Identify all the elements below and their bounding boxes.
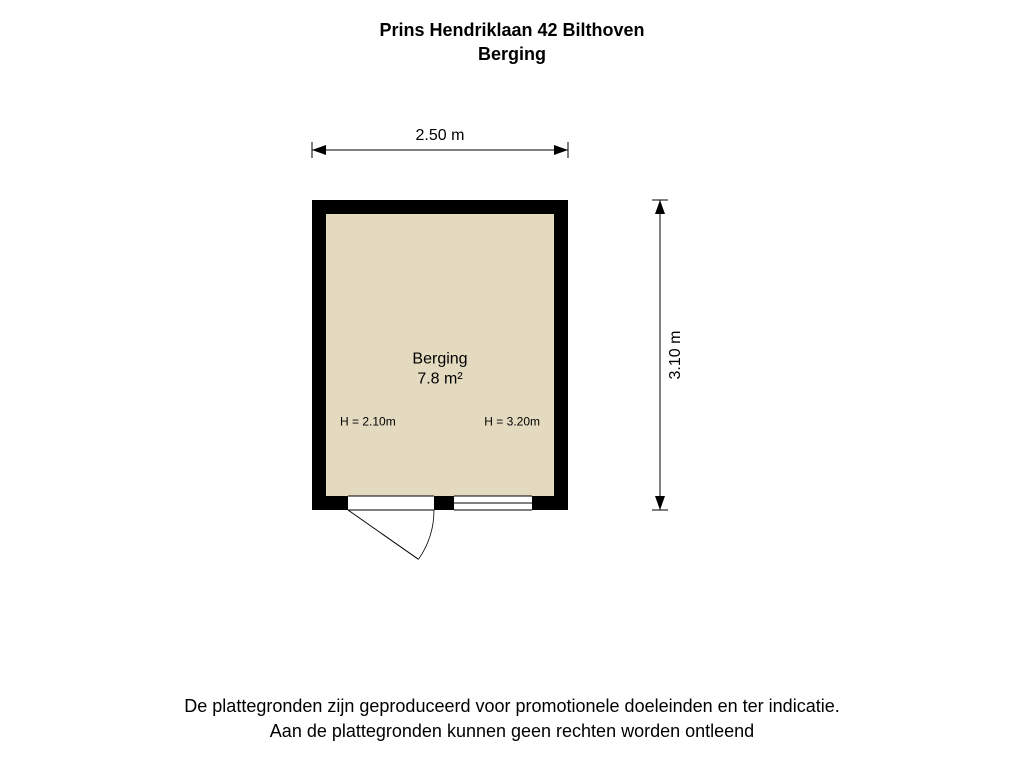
- height-left: H = 2.10m: [340, 415, 396, 429]
- footer-line1: De plattegronden zijn geproduceerd voor …: [184, 696, 839, 716]
- room-name: Berging: [412, 350, 467, 367]
- dim-width-label: 2.50 m: [416, 127, 465, 144]
- footer-line2: Aan de plattegronden kunnen geen rechten…: [270, 721, 754, 741]
- room-area: 7.8 m²: [417, 370, 463, 387]
- height-right: H = 3.20m: [484, 415, 540, 429]
- dim-height-label: 3.10 m: [667, 331, 684, 380]
- disclaimer: De plattegronden zijn geproduceerd voor …: [0, 694, 1024, 744]
